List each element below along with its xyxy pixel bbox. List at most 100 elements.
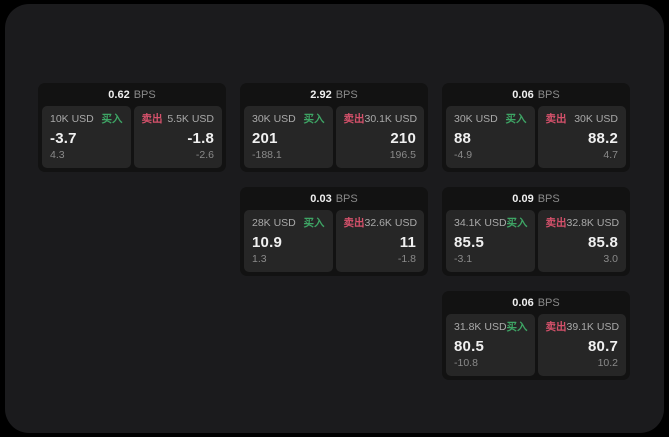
sell-amount: 5.5K USD	[167, 113, 214, 125]
sell-label: 卖出	[545, 321, 567, 333]
buy-price: 10.9	[252, 234, 282, 251]
buy-panel[interactable]: 34.1K USD 买入 85.5 -3.1	[446, 210, 535, 272]
quote-card: 0.06 BPS 31.8K USD 买入 80.5 -10.8 卖出 39.1…	[442, 291, 630, 380]
buy-price: 85.5	[454, 234, 484, 251]
sell-price: 85.8	[588, 234, 618, 251]
buy-label: 买入	[101, 113, 123, 125]
bps-value: 0.03	[310, 192, 332, 205]
sell-price: 88.2	[588, 130, 618, 147]
card-header: 0.06 BPS	[442, 291, 630, 314]
card-header: 2.92 BPS	[240, 83, 428, 106]
buy-amount: 10K USD	[50, 113, 94, 125]
buy-amount: 34.1K USD	[454, 217, 507, 229]
price-panels: 31.8K USD 买入 80.5 -10.8 卖出 39.1K USD 80.…	[442, 314, 630, 380]
buy-panel-top: 30K USD 买入	[252, 113, 325, 126]
buy-price: -3.7	[50, 130, 77, 147]
buy-sub-value: 4.3	[50, 149, 65, 161]
bps-unit: BPS	[537, 296, 560, 309]
sell-panel-top: 卖出 5.5K USD	[142, 113, 215, 126]
buy-sub-value: -188.1	[252, 149, 282, 161]
sell-amount: 30K USD	[574, 113, 618, 125]
sell-sub-value: 10.2	[597, 357, 618, 369]
buy-panel[interactable]: 30K USD 买入 88 -4.9	[446, 106, 535, 168]
sell-amount: 32.6K USD	[364, 217, 418, 229]
sell-amount: 30.1K USD	[364, 113, 418, 125]
price-panels: 30K USD 买入 201 -188.1 卖出 30.1K USD 210 1…	[240, 106, 428, 172]
bps-value: 0.06	[512, 296, 534, 309]
quote-card: 0.62 BPS 10K USD 买入 -3.7 4.3 卖出 5.5K USD	[38, 83, 226, 172]
sell-sub-value: -2.6	[195, 149, 214, 161]
sell-price: 210	[390, 130, 416, 147]
sell-panel[interactable]: 卖出 32.6K USD 11 -1.8	[335, 210, 424, 272]
buy-panel[interactable]: 28K USD 买入 10.9 1.3	[244, 210, 333, 272]
sell-panel-top: 卖出 32.6K USD	[343, 217, 418, 230]
sell-amount: 32.8K USD	[566, 217, 620, 229]
bps-value: 2.92	[310, 88, 332, 101]
buy-panel[interactable]: 31.8K USD 买入 80.5 -10.8	[446, 314, 535, 376]
sell-panel-top: 卖出 30.1K USD	[343, 113, 418, 126]
sell-sub-value: -1.8	[397, 253, 416, 265]
sell-label: 卖出	[343, 113, 365, 125]
sell-panel-top: 卖出 39.1K USD	[545, 321, 620, 334]
buy-label: 买入	[303, 113, 325, 125]
buy-amount: 30K USD	[252, 113, 296, 125]
bps-value: 0.06	[512, 88, 534, 101]
buy-panel[interactable]: 10K USD 买入 -3.7 4.3	[42, 106, 131, 168]
bps-unit: BPS	[537, 88, 560, 101]
buy-panel-top: 34.1K USD 买入	[454, 217, 528, 230]
buy-label: 买入	[505, 113, 527, 125]
sell-price: -1.8	[187, 130, 214, 147]
sell-sub-value: 4.7	[603, 149, 618, 161]
buy-panel-top: 28K USD 买入	[252, 217, 325, 230]
sell-label: 卖出	[545, 217, 567, 229]
sell-label: 卖出	[141, 113, 163, 125]
buy-sub-value: -4.9	[454, 149, 473, 161]
sell-label: 卖出	[343, 217, 365, 229]
buy-price: 201	[252, 130, 278, 147]
sell-sub-value: 3.0	[603, 253, 618, 265]
app-window: 0.62 BPS 10K USD 买入 -3.7 4.3 卖出 5.5K USD	[5, 4, 664, 433]
bps-unit: BPS	[335, 88, 358, 101]
quote-card: 2.92 BPS 30K USD 买入 201 -188.1 卖出 30.1K …	[240, 83, 428, 172]
buy-panel-top: 10K USD 买入	[50, 113, 123, 126]
sell-price: 11	[399, 234, 416, 251]
quote-card: 0.03 BPS 28K USD 买入 10.9 1.3 卖出 32.6K US…	[240, 187, 428, 276]
buy-price: 80.5	[454, 338, 484, 355]
sell-panel[interactable]: 卖出 30.1K USD 210 196.5	[335, 106, 424, 168]
sell-panel-top: 卖出 30K USD	[546, 113, 619, 126]
sell-panel[interactable]: 卖出 39.1K USD 80.7 10.2	[537, 314, 626, 376]
buy-amount: 31.8K USD	[454, 321, 507, 333]
bps-unit: BPS	[335, 192, 358, 205]
price-panels: 30K USD 买入 88 -4.9 卖出 30K USD 88.2 4.7	[442, 106, 630, 172]
sell-amount: 39.1K USD	[566, 321, 620, 333]
sell-label: 卖出	[545, 113, 567, 125]
buy-panel[interactable]: 30K USD 买入 201 -188.1	[244, 106, 333, 168]
bps-value: 0.62	[108, 88, 130, 101]
card-header: 0.09 BPS	[442, 187, 630, 210]
card-header: 0.03 BPS	[240, 187, 428, 210]
price-panels: 28K USD 买入 10.9 1.3 卖出 32.6K USD 11 -1.8	[240, 210, 428, 276]
sell-sub-value: 196.5	[389, 149, 416, 161]
sell-panel[interactable]: 卖出 32.8K USD 85.8 3.0	[537, 210, 626, 272]
quote-card: 0.09 BPS 34.1K USD 买入 85.5 -3.1 卖出 32.8K…	[442, 187, 630, 276]
card-header: 0.06 BPS	[442, 83, 630, 106]
card-header: 0.62 BPS	[38, 83, 226, 106]
quote-card-grid: 0.62 BPS 10K USD 买入 -3.7 4.3 卖出 5.5K USD	[38, 83, 630, 380]
buy-label: 买入	[303, 217, 325, 229]
buy-sub-value: -10.8	[454, 357, 478, 369]
buy-sub-value: -3.1	[454, 253, 473, 265]
sell-panel-top: 卖出 32.8K USD	[545, 217, 620, 230]
buy-sub-value: 1.3	[252, 253, 267, 265]
sell-panel[interactable]: 卖出 30K USD 88.2 4.7	[537, 106, 626, 168]
price-panels: 34.1K USD 买入 85.5 -3.1 卖出 32.8K USD 85.8…	[442, 210, 630, 276]
buy-amount: 28K USD	[252, 217, 296, 229]
buy-price: 88	[454, 130, 472, 147]
quote-card: 0.06 BPS 30K USD 买入 88 -4.9 卖出 30K USD	[442, 83, 630, 172]
price-panels: 10K USD 买入 -3.7 4.3 卖出 5.5K USD -1.8 -2.…	[38, 106, 226, 172]
sell-panel[interactable]: 卖出 5.5K USD -1.8 -2.6	[133, 106, 222, 168]
buy-label: 买入	[506, 217, 528, 229]
bps-unit: BPS	[537, 192, 560, 205]
buy-label: 买入	[506, 321, 528, 333]
buy-panel-top: 31.8K USD 买入	[454, 321, 528, 334]
buy-amount: 30K USD	[454, 113, 498, 125]
